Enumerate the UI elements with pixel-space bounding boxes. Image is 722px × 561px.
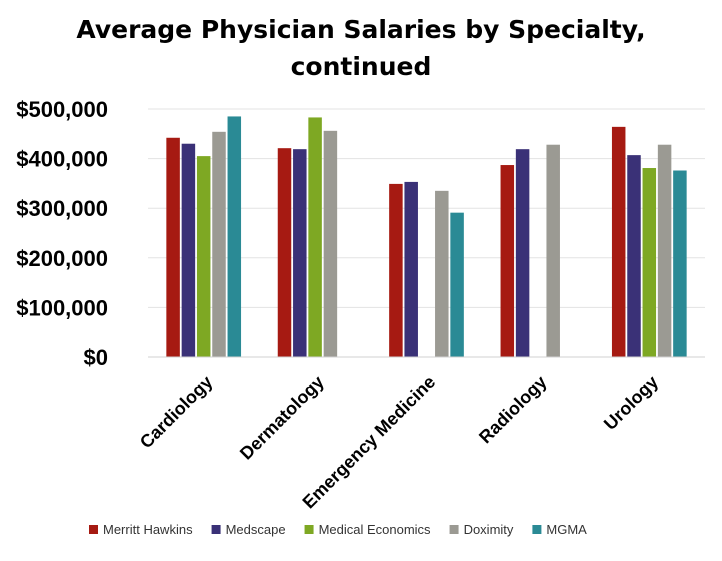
bar-doximity-dermatology [323, 130, 338, 357]
chart-title-line-1: Average Physician Salaries by Specialty, [76, 15, 645, 44]
legend-swatch [89, 525, 98, 534]
x-tick-label: Urology [600, 372, 662, 434]
bar-doximity-emergency-medicine [435, 190, 449, 357]
legend: Merritt Hawkins Medscape Medical Economics… [89, 522, 587, 537]
y-tick-label: $400,000 [16, 147, 108, 172]
bars [166, 116, 687, 357]
bar-merritt-hawkins-dermatology [277, 148, 292, 357]
legend-label: MGMA [546, 522, 587, 537]
legend-label: Medical Economics [319, 522, 431, 537]
bar-medscape-radiology [515, 149, 530, 357]
legend-swatch [211, 525, 221, 534]
bar-mgma-cardiology [227, 116, 242, 357]
bar-merritt-hawkins-urology [611, 126, 626, 357]
bar-merritt-hawkins-radiology [500, 165, 515, 357]
bar-mgma-emergency-medicine [450, 212, 464, 357]
x-tick-label: Dermatology [236, 372, 328, 464]
bar-mgma-urology [673, 170, 687, 357]
bar-medscape-urology [627, 155, 641, 357]
legend-swatch [304, 525, 314, 534]
chart-title-line-2: continued [291, 52, 432, 81]
bar-merritt-hawkins-cardiology [166, 137, 180, 357]
bar-merritt-hawkins-emergency-medicine [389, 183, 403, 357]
bar-doximity-urology [657, 144, 672, 357]
x-tick-label: Radiology [475, 372, 551, 448]
legend-label: Merritt Hawkins [103, 522, 193, 537]
bar-medical-economics-dermatology [308, 117, 322, 357]
y-tick-label: $300,000 [16, 196, 108, 221]
bar-medical-economics-urology [642, 168, 657, 357]
y-tick-label: $200,000 [16, 246, 108, 271]
bar-doximity-radiology [546, 144, 560, 357]
y-axis-ticks: $0 $100,000 $200,000 $300,000 $400,000 $500,0… [16, 97, 108, 370]
bar-medscape-cardiology [181, 143, 196, 357]
y-tick-label: $500,000 [16, 97, 108, 122]
y-tick-label: $0 [84, 345, 108, 370]
y-tick-label: $100,000 [16, 295, 108, 320]
legend-swatch [532, 525, 542, 534]
bar-medscape-emergency-medicine [404, 181, 418, 357]
bar-doximity-cardiology [212, 131, 226, 357]
legend-label: Medscape [226, 522, 286, 537]
bar-medscape-dermatology [293, 149, 307, 357]
legend-swatch [449, 525, 459, 534]
x-tick-label: Cardiology [136, 372, 217, 453]
legend-label: Doximity [464, 522, 514, 537]
bar-medical-economics-cardiology [196, 156, 211, 357]
